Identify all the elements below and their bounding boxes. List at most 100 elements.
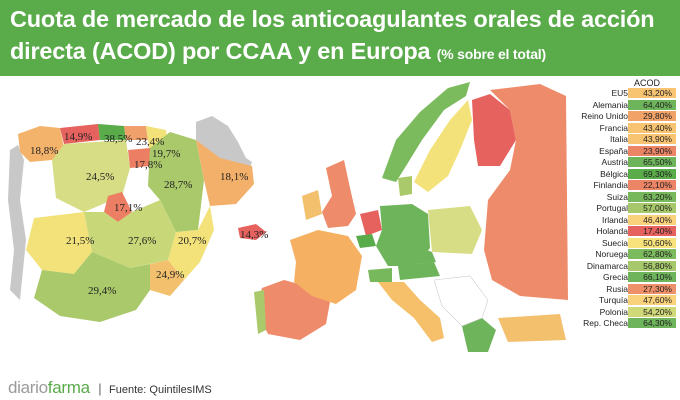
- label-comunidad-valenciana: 20,7%: [178, 235, 206, 247]
- legend-country: Polonia: [599, 306, 628, 317]
- legend-value: 27,30%: [628, 283, 676, 295]
- country-turkey-europe: [498, 314, 566, 342]
- legend-row: Suiza 63,20%: [572, 191, 676, 204]
- legend-row: Portugal 57,00%: [572, 203, 676, 215]
- country-ireland-europe: [302, 190, 322, 220]
- footer: diariofarma | Fuente: QuintilesIMS: [8, 378, 212, 398]
- legend-country: Finlandia: [593, 180, 629, 190]
- legend-value: 43,40%: [628, 122, 676, 134]
- legend-country: Rep. Checa: [583, 318, 628, 328]
- legend-value: 17,40%: [628, 226, 676, 237]
- legend-value: 65,50%: [628, 157, 676, 168]
- title-suffix: (% sobre el total): [436, 46, 546, 62]
- label-murcia: 24,9%: [156, 269, 184, 281]
- legend-row: Suecia 50,60%: [572, 237, 676, 250]
- region-cataluna: [196, 140, 254, 206]
- legend-row: Austria 65,50%: [572, 157, 676, 169]
- legend-value: 69,30%: [628, 168, 676, 180]
- legend-value: 62,80%: [628, 249, 676, 260]
- country-netherlands-europe: [360, 210, 382, 236]
- legend-value: 50,60%: [628, 237, 676, 249]
- label-pais-vasco: 23,4%: [136, 136, 164, 148]
- label-castilla-y-leon: 24,5%: [86, 171, 114, 183]
- country-uk-europe: [322, 160, 356, 228]
- label-andalucia: 29,4%: [88, 285, 116, 297]
- label-baleares: 14,3%: [240, 229, 268, 241]
- region-asturias: [60, 124, 100, 144]
- legend-value: 43,20%: [628, 88, 676, 99]
- region-galicia: [18, 126, 64, 162]
- legend-country: España: [599, 145, 628, 156]
- legend-row: Reino Unido 29,80%: [572, 111, 676, 123]
- label-aragon: 28,7%: [164, 179, 192, 191]
- country-switzerland-europe: [368, 268, 392, 282]
- legend-row: Irlanda 46,40%: [572, 214, 676, 227]
- legend-country: EU5: [611, 88, 628, 98]
- legend-country: Francia: [599, 122, 628, 133]
- source-text: Fuente: QuintilesIMS: [109, 384, 212, 396]
- france-neighbor-region: [196, 116, 252, 172]
- region-cantabria: [98, 124, 126, 140]
- title-main: Cuota de mercado de los anticoagulantes …: [10, 6, 655, 64]
- label-galicia: 18,8%: [30, 145, 58, 157]
- europe-map: 18,8% 14,9% 38,5% 23,4% 19,7% 17,8% 24,5…: [8, 82, 568, 352]
- legend-country: Noruega: [595, 249, 628, 259]
- country-czech-europe: [416, 246, 436, 264]
- region-aragon: [148, 132, 204, 232]
- country-sweden-europe: [414, 100, 472, 192]
- legend-country: Suiza: [606, 191, 628, 202]
- brand-logo-part2: farma: [47, 378, 90, 397]
- country-austria-europe: [398, 262, 440, 280]
- legend-value: 29,80%: [628, 111, 676, 122]
- legend-value: 54,20%: [628, 306, 676, 318]
- legend-value: 63,20%: [628, 191, 676, 203]
- region-extremadura: [26, 212, 92, 274]
- country-france-europe: [290, 230, 362, 304]
- legend-row: EU5 43,20%: [572, 88, 676, 100]
- brand-logo-part1: diario: [8, 378, 48, 397]
- label-cataluna: 18,1%: [220, 171, 248, 183]
- legend-value: 47,60%: [628, 295, 676, 306]
- country-belgium-europe: [356, 234, 376, 248]
- legend-row: Turquía 47,60%: [572, 295, 676, 307]
- region-la-rioja: [128, 148, 150, 168]
- legend-row: Rusia 27,30%: [572, 283, 676, 296]
- legend-value: 64,30%: [628, 318, 676, 329]
- legend-row: España 23,90%: [572, 145, 676, 158]
- legend-row: Alemania 64,40%: [572, 99, 676, 112]
- label-asturias: 14,9%: [64, 131, 92, 143]
- legend-row: Holanda 17,40%: [572, 226, 676, 238]
- legend-country: Grecia: [602, 272, 628, 282]
- legend-row: Dinamarca 56,80%: [572, 260, 676, 273]
- region-comunidad-valenciana: [168, 206, 214, 280]
- portugal-neighbor-region: [8, 145, 26, 300]
- legend-country: Holanda: [596, 226, 628, 236]
- legend-country: Bélgica: [600, 168, 628, 179]
- legend-country: Rusia: [606, 283, 628, 294]
- legend-country: Turquía: [599, 295, 628, 305]
- region-castilla-la-mancha: [84, 200, 176, 268]
- country-legend-table: EU5 43,20% Alemania 64,40% Reino Unido 29,80%…: [572, 88, 676, 330]
- label-castilla-la-mancha: 27,6%: [128, 235, 156, 247]
- legend-value: 56,80%: [628, 260, 676, 272]
- region-andalucia: [34, 252, 150, 322]
- country-greece-europe: [462, 318, 496, 352]
- country-italy-europe: [378, 282, 444, 342]
- map-title: Cuota de mercado de los anticoagulantes …: [10, 3, 674, 70]
- legend-value: 57,00%: [628, 203, 676, 214]
- label-cantabria: 38,5%: [104, 133, 132, 145]
- legend-country: Reino Unido: [581, 111, 628, 121]
- legend-row: Italia 43,90%: [572, 134, 676, 146]
- legend-value: 64,40%: [628, 99, 676, 111]
- legend-header: ACOD: [634, 78, 661, 88]
- legend-row: Rep. Checa 64,30%: [572, 318, 676, 330]
- legend-value: 43,90%: [628, 134, 676, 145]
- legend-country: Italia: [610, 134, 628, 144]
- legend-row: Francia 43,40%: [572, 122, 676, 135]
- title-banner: Cuota de mercado de los anticoagulantes …: [0, 0, 680, 76]
- label-la-rioja: 17,8%: [134, 159, 162, 171]
- legend-row: Bélgica 69,30%: [572, 168, 676, 181]
- label-navarra: 19,7%: [152, 148, 180, 160]
- country-balkans-nodata: [433, 275, 489, 327]
- legend-country: Suecia: [602, 237, 628, 248]
